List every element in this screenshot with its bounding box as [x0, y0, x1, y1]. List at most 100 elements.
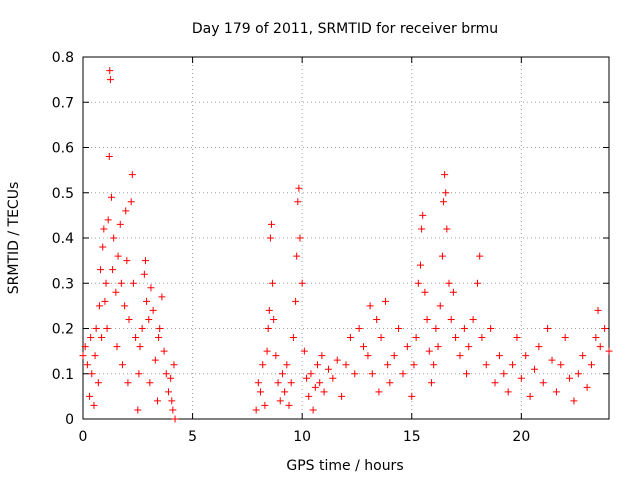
data-point: [266, 234, 274, 242]
data-point: [99, 243, 107, 251]
data-point: [79, 352, 87, 360]
data-point: [106, 67, 114, 75]
data-point: [596, 343, 604, 351]
data-point: [557, 361, 565, 369]
data-point: [320, 388, 328, 396]
data-point: [449, 288, 457, 296]
data-point: [403, 343, 411, 351]
data-point: [487, 325, 495, 332]
data-point: [123, 257, 131, 265]
data-point: [278, 370, 286, 378]
data-point: [259, 361, 267, 369]
chart-title: Day 179 of 2011, SRMTID for receiver brm…: [192, 21, 498, 37]
data-point: [129, 279, 137, 287]
data-point: [91, 352, 99, 360]
data-point: [583, 383, 591, 391]
data-point: [399, 370, 407, 378]
data-point: [293, 252, 301, 260]
data-point: [509, 361, 517, 369]
data-point: [390, 352, 398, 360]
data-point: [283, 361, 291, 369]
data-point: [305, 392, 313, 400]
data-point: [151, 356, 159, 364]
data-point: [592, 334, 600, 342]
data-point: [257, 388, 265, 396]
data-point: [171, 415, 179, 423]
data-point: [482, 361, 490, 369]
y-tick-label: 0.5: [52, 186, 74, 202]
data-point: [456, 352, 464, 360]
data-point: [114, 252, 122, 260]
data-point: [601, 325, 609, 332]
data-point: [110, 234, 118, 242]
data-point: [412, 334, 420, 342]
data-point: [469, 315, 477, 323]
data-point: [155, 334, 163, 342]
data-point: [513, 334, 521, 342]
data-point: [86, 392, 94, 400]
data-point: [329, 374, 337, 382]
data-point: [552, 388, 560, 396]
data-point: [162, 370, 170, 378]
data-point: [95, 302, 103, 310]
data-point: [156, 325, 164, 332]
data-point: [570, 397, 578, 405]
data-point: [164, 388, 172, 396]
data-point: [561, 334, 569, 342]
x-tick-label: 10: [293, 429, 311, 445]
data-point: [263, 347, 271, 355]
axis-ticks: 0 5 10 15 20 0 0.1 0.2 0.3 0.4 0.5 0.6 0.7 0.8: [52, 50, 609, 445]
data-point: [298, 279, 306, 287]
data-point: [333, 356, 341, 364]
y-tick-label: 0: [65, 412, 74, 428]
data-point: [430, 361, 438, 369]
data-point: [122, 207, 130, 215]
y-tick-label: 0.8: [52, 50, 74, 66]
data-point: [87, 334, 95, 342]
data-point: [147, 284, 155, 292]
data-point: [109, 266, 117, 274]
data-point: [117, 279, 125, 287]
data-point: [149, 306, 157, 314]
data-point: [373, 315, 381, 323]
data-point: [355, 325, 363, 332]
data-point: [452, 334, 460, 342]
x-tick-label: 20: [512, 429, 530, 445]
data-point: [318, 352, 326, 360]
data-point: [384, 361, 392, 369]
data-point: [381, 297, 389, 305]
data-point: [574, 370, 582, 378]
data-point: [491, 379, 499, 387]
data-point: [548, 356, 556, 364]
y-tick-label: 0.4: [52, 231, 74, 247]
data-point: [438, 252, 446, 260]
data-point: [154, 397, 162, 405]
data-point: [535, 343, 543, 351]
data-point: [465, 343, 473, 351]
data-point: [104, 216, 112, 224]
data-point: [375, 388, 383, 396]
data-point: [135, 370, 143, 378]
data-point: [539, 379, 547, 387]
data-point: [443, 225, 451, 233]
y-tick-label: 0.6: [52, 141, 74, 157]
data-point: [447, 315, 455, 323]
data-point: [102, 279, 110, 287]
data-point: [517, 374, 525, 382]
data-point: [377, 334, 385, 342]
data-point: [544, 325, 552, 332]
data-point: [423, 315, 431, 323]
data-point: [425, 347, 433, 355]
data-point: [324, 365, 332, 373]
data-point: [265, 306, 273, 314]
y-tick-label: 0.3: [52, 276, 74, 292]
data-point: [478, 334, 486, 342]
x-axis-label: GPS time / hours: [286, 458, 403, 474]
data-point: [106, 76, 114, 84]
data-point: [167, 374, 175, 382]
data-point: [342, 361, 350, 369]
data-point: [145, 315, 153, 323]
data-point: [121, 302, 129, 310]
data-point: [445, 279, 453, 287]
data-point: [274, 379, 282, 387]
